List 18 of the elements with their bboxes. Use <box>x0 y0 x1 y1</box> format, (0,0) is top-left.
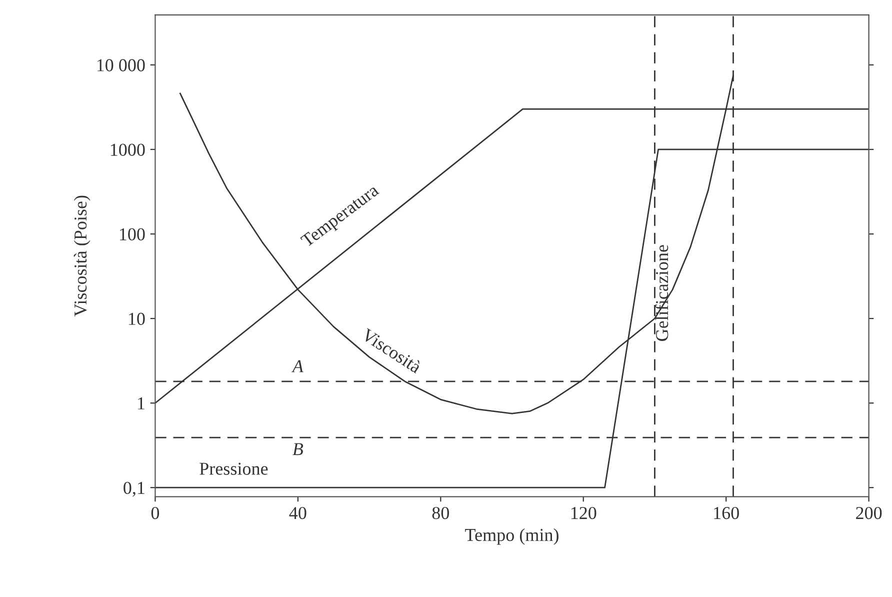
y-tick-label: 0,1 <box>124 482 144 497</box>
x-tick-label: 0 <box>151 506 160 520</box>
y-tick-label: 1 <box>138 397 144 410</box>
y-tick-label: 10 000 <box>97 59 145 72</box>
x-tick-label: 80 <box>432 506 449 520</box>
y-axis-title: Viscosità (Poise) <box>74 196 90 316</box>
y-tick-label: 10 <box>129 312 145 325</box>
x-axis-title: Tempo (min) <box>465 528 558 545</box>
x-tick-label: 160 <box>714 506 739 520</box>
ref-line-label: Gelificazione <box>655 245 668 341</box>
x-tick-label: 40 <box>289 506 306 520</box>
x-tick-label: 200 <box>856 506 882 520</box>
x-tick-label: 120 <box>571 506 596 520</box>
y-tick-label: 100 <box>120 228 145 240</box>
ref-line-label: B <box>292 443 304 456</box>
series-label: Pressione <box>200 462 268 475</box>
y-tick-label: 1000 <box>110 144 145 156</box>
ref-line-label: A <box>291 360 304 372</box>
